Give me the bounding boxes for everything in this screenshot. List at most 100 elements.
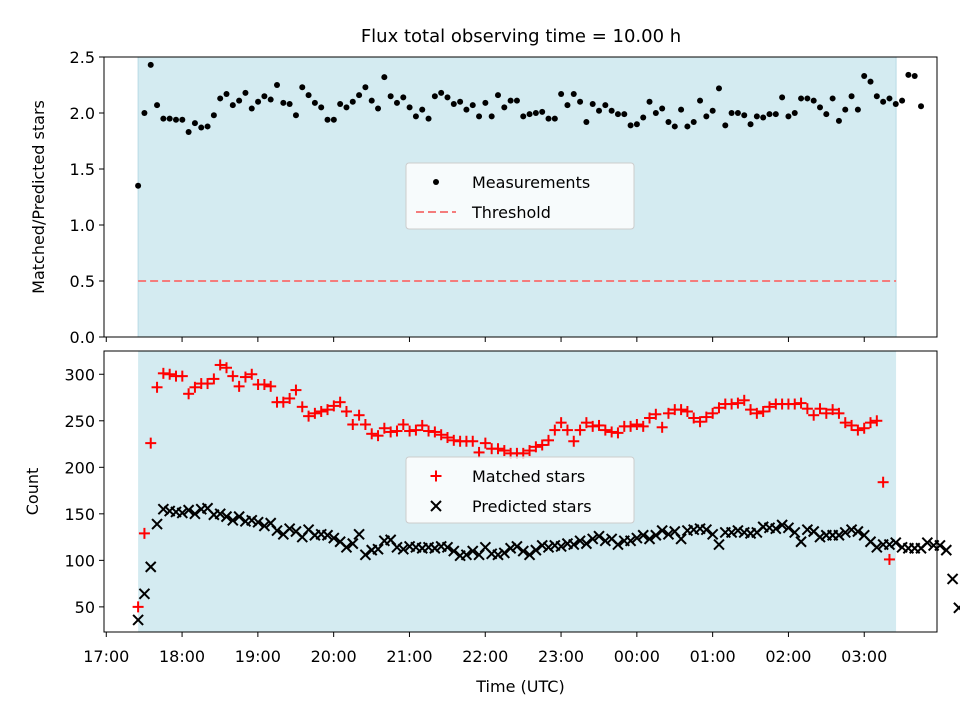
measurement-point xyxy=(185,129,192,136)
measurement-point xyxy=(734,110,741,116)
measurement-point xyxy=(337,101,344,108)
marker-stroke xyxy=(214,508,226,520)
measurement-point xyxy=(419,106,426,113)
matched-star-point xyxy=(814,403,826,415)
measurement-point xyxy=(362,84,369,91)
marker-stroke xyxy=(839,526,851,539)
measurement-point xyxy=(507,97,514,104)
marker-stroke xyxy=(517,545,529,557)
count-legend: Matched stars Predicted stars xyxy=(405,456,635,524)
matched-star-point xyxy=(221,362,233,374)
measurement-point xyxy=(172,116,179,123)
measurement-point xyxy=(375,105,382,112)
y-tick-label: 0.0 xyxy=(70,328,95,347)
matched-star-point xyxy=(208,373,220,385)
measurement-point xyxy=(583,118,590,125)
measurement-point xyxy=(248,105,255,112)
predicted-star-point xyxy=(940,544,952,556)
matched-star-point xyxy=(328,400,340,412)
matched-star-point xyxy=(795,397,807,409)
matched-star-point xyxy=(625,420,637,432)
predicted-star-point xyxy=(555,540,567,553)
measurement-point xyxy=(659,105,666,112)
x-tick-label: 00:00 xyxy=(614,647,660,666)
measurement-point xyxy=(476,113,483,120)
marker-stroke xyxy=(523,549,536,561)
measurement-point xyxy=(513,97,520,104)
measurement-point xyxy=(558,90,565,97)
marker-stroke xyxy=(176,507,189,519)
matched-star-point xyxy=(359,419,371,431)
measurement-point xyxy=(646,98,653,105)
marker-stroke xyxy=(391,541,403,554)
matched-star-point xyxy=(644,412,656,424)
marker-stroke xyxy=(814,531,826,543)
predicted-star-point xyxy=(732,524,744,537)
matched-star-point xyxy=(745,404,757,416)
matched-star-point xyxy=(429,426,441,438)
predicted-star-point xyxy=(214,508,226,520)
measurement-point xyxy=(324,116,331,123)
measurement-point xyxy=(798,95,805,102)
marker-stroke xyxy=(492,549,504,561)
marker-stroke xyxy=(631,532,643,544)
measurement-point xyxy=(267,96,274,103)
marker-stroke xyxy=(883,538,896,551)
predicted-star-point xyxy=(643,533,656,545)
matched-star-point xyxy=(189,381,201,393)
measurement-point xyxy=(545,115,552,122)
measurement-point xyxy=(412,113,419,120)
predicted-star-point xyxy=(189,508,201,520)
y-tick-label: 100 xyxy=(64,551,95,570)
measurement-point xyxy=(911,73,918,80)
marker-stroke xyxy=(201,502,214,514)
measurement-point xyxy=(678,106,685,113)
marker-stroke xyxy=(448,545,460,557)
matched-star-point xyxy=(681,405,693,417)
marker-stroke xyxy=(283,523,296,535)
matched-star-point xyxy=(593,419,605,431)
y-tick-label: 250 xyxy=(64,412,95,431)
measurement-point xyxy=(135,182,142,189)
marker-stroke xyxy=(953,605,960,614)
measurement-point xyxy=(450,101,457,108)
matched-star-point xyxy=(410,424,422,436)
measurement-point xyxy=(867,78,874,85)
predicted-star-point xyxy=(814,531,826,543)
marker-stroke xyxy=(302,523,315,536)
measurement-point xyxy=(747,121,754,128)
predicted-star-point xyxy=(921,536,934,549)
x-tick-label: 02:00 xyxy=(765,647,811,666)
marker-stroke xyxy=(397,543,409,555)
marker-stroke xyxy=(151,518,163,530)
matched-star-point xyxy=(277,396,289,408)
matched-star-point xyxy=(164,368,176,380)
matched-star-point xyxy=(738,394,750,406)
measurement-point xyxy=(255,98,262,105)
matched-star-point xyxy=(151,381,163,393)
measurement-point xyxy=(665,118,672,125)
measurement-point xyxy=(147,61,154,68)
legend-dot-marker xyxy=(433,179,439,185)
predicted-star-point xyxy=(359,549,372,561)
predicted-star-point xyxy=(656,524,668,537)
predicted-star-point xyxy=(321,529,334,541)
marker-stroke xyxy=(271,524,283,537)
matched-star-point xyxy=(650,408,662,420)
ratio-legend: Measurements Threshold xyxy=(405,162,635,230)
measurement-point xyxy=(179,116,186,123)
predicted-star-point xyxy=(441,541,454,554)
marker-stroke xyxy=(574,535,586,547)
predicted-star-point xyxy=(883,538,896,551)
marker-stroke xyxy=(258,520,271,532)
matched-star-point xyxy=(479,437,491,449)
matched-star-point xyxy=(694,416,706,428)
measurement-point xyxy=(318,104,325,111)
measurement-point xyxy=(198,124,205,131)
matched-star-point xyxy=(763,401,775,413)
measurement-point xyxy=(905,71,912,78)
marker-stroke xyxy=(498,547,511,559)
matched-star-point xyxy=(397,419,409,431)
predicted-star-point xyxy=(283,523,296,535)
predicted-star-point xyxy=(631,532,643,544)
